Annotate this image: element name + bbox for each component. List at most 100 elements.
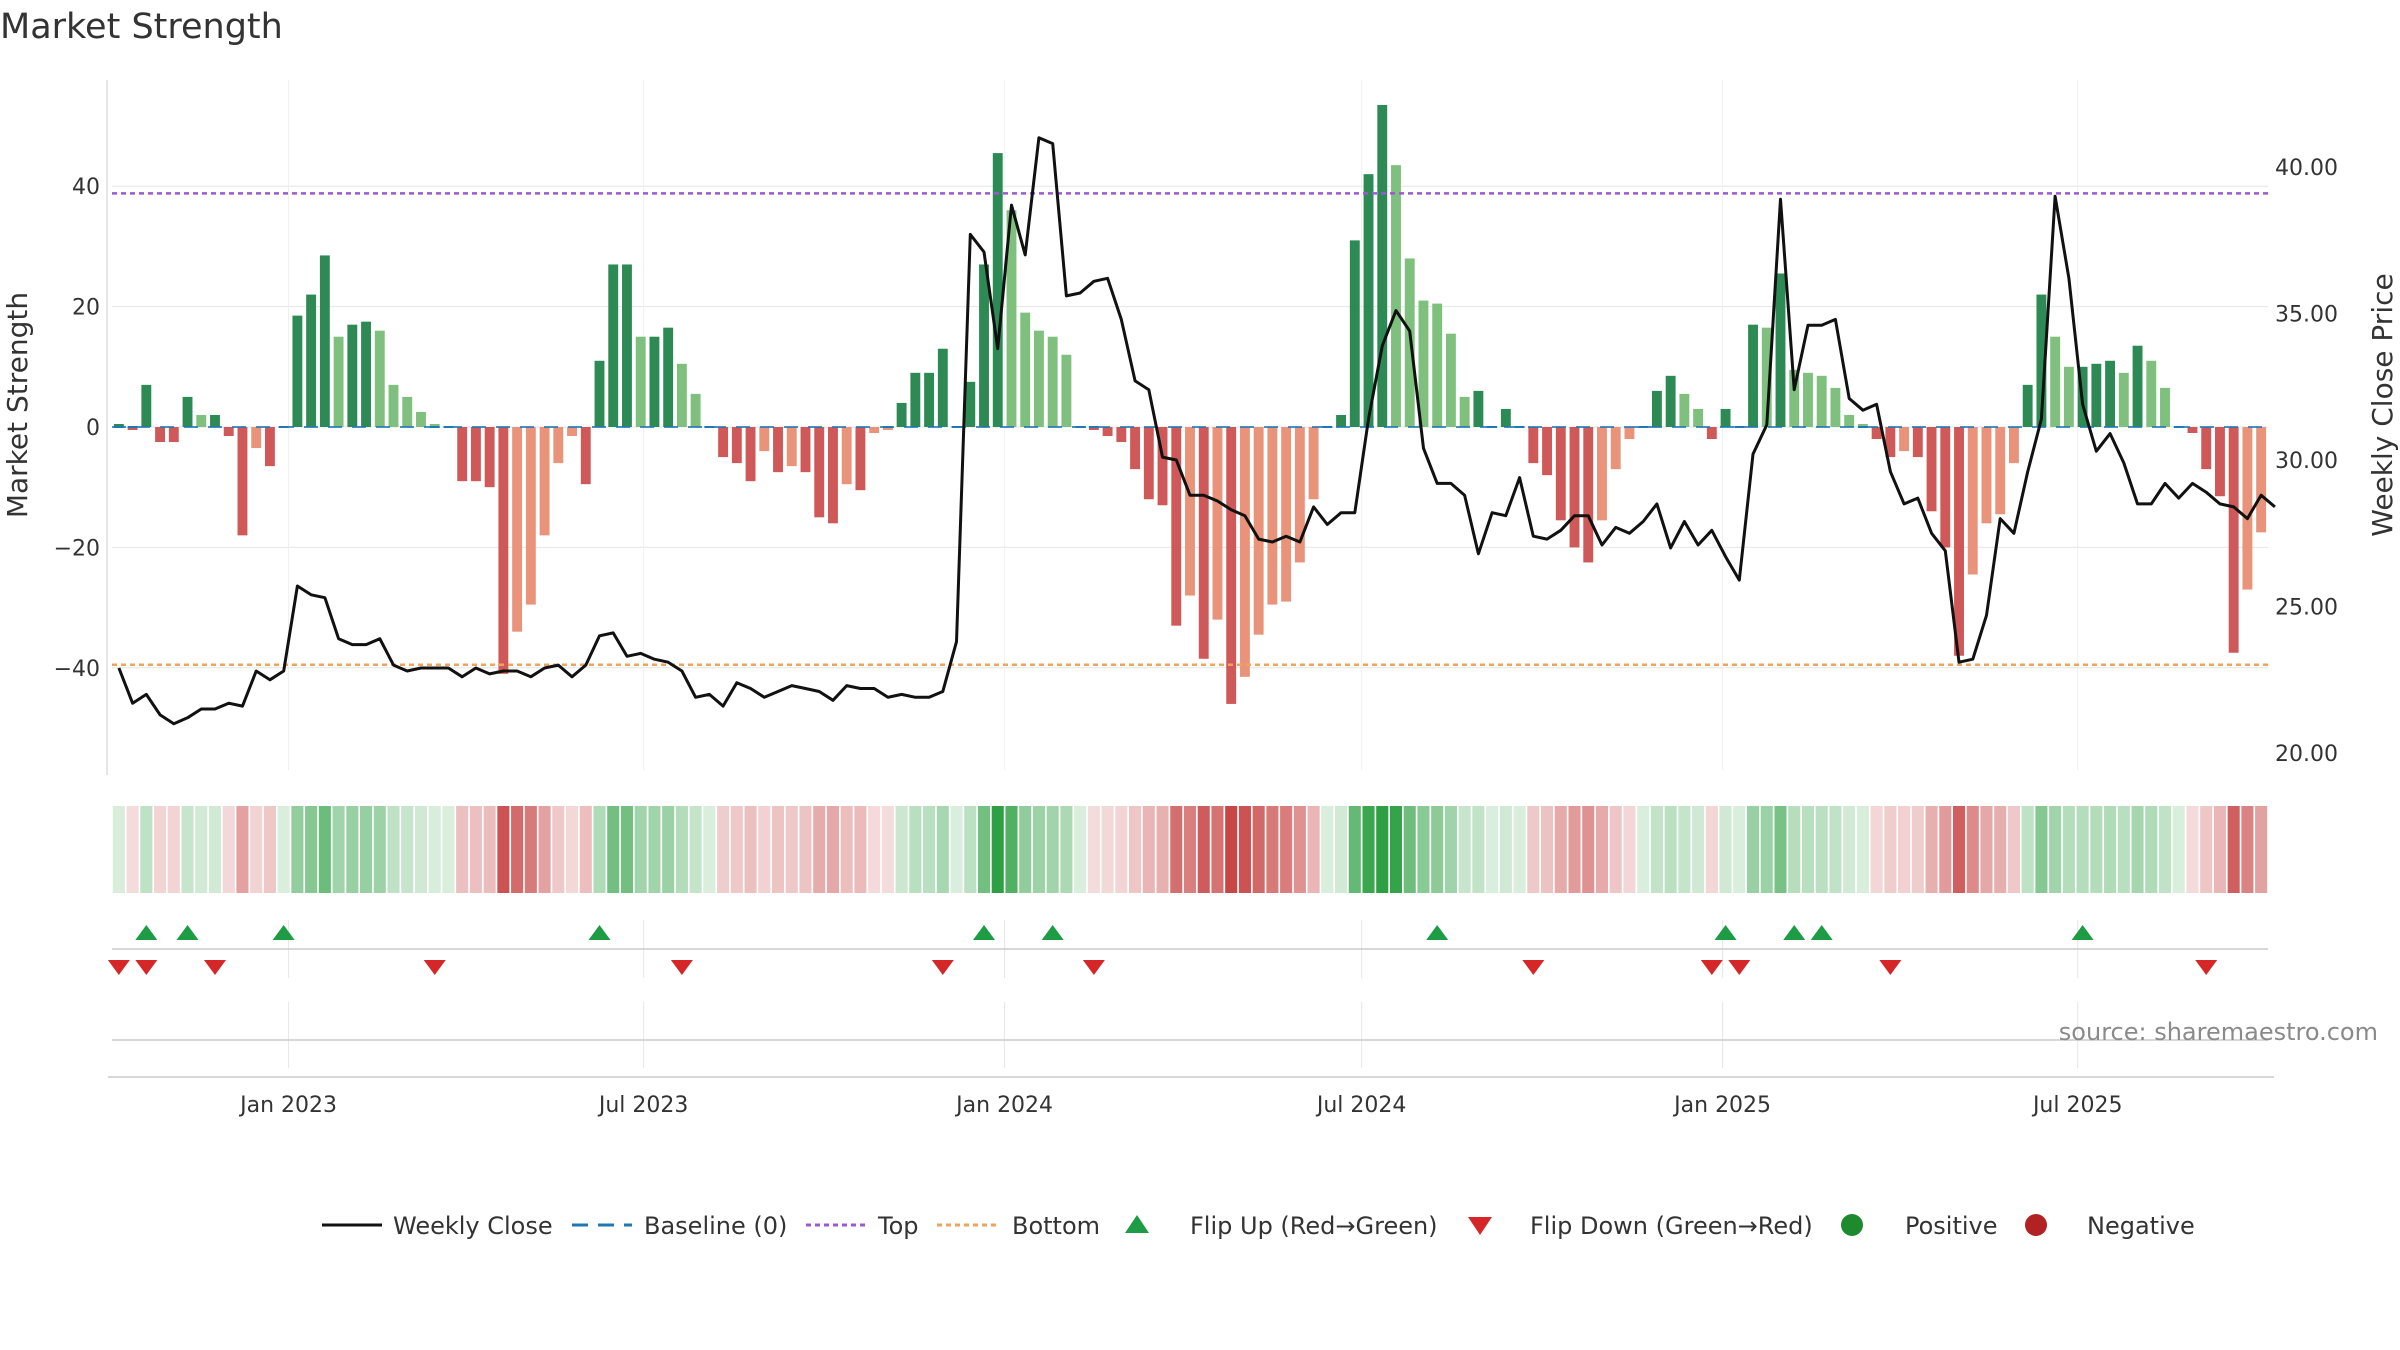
heat-cell: [1376, 806, 1389, 893]
heat-cell: [991, 806, 1004, 893]
strength-bar: [2132, 345, 2143, 427]
heat-cell: [428, 806, 441, 893]
right-tick-label: 40.00: [2275, 156, 2338, 181]
strength-bar: [1720, 408, 1731, 427]
flip-down-marker: [1082, 960, 1105, 975]
strength-bar: [168, 427, 179, 443]
strength-bar: [361, 321, 371, 427]
strength-bar: [1033, 330, 1044, 427]
strength-bar: [690, 393, 701, 427]
heat-cell: [112, 806, 125, 893]
heat-cell: [1554, 806, 1567, 893]
strength-bar: [896, 402, 907, 427]
strength-bar: [113, 423, 124, 427]
strength-bar: [388, 384, 399, 427]
strength-bar: [841, 427, 852, 485]
right-tick-label: 35.00: [2275, 303, 2338, 328]
strength-bar: [731, 427, 742, 464]
legend-swatch-negative: [2025, 1214, 2047, 1236]
heat-cell: [1609, 806, 1622, 893]
legend-label: Weekly Close: [393, 1212, 553, 1240]
heat-cell: [1568, 806, 1581, 893]
strength-bar: [1377, 104, 1388, 428]
strength-bar: [470, 427, 481, 482]
heat-cell: [881, 806, 894, 893]
heat-cell: [1692, 806, 1705, 893]
heat-cell: [2090, 806, 2103, 893]
strength-bar: [1294, 427, 1305, 563]
strength-bar: [1830, 387, 1841, 427]
heat-cell: [1499, 806, 1512, 893]
strength-bar: [2105, 360, 2116, 427]
heat-cell: [1952, 806, 1966, 893]
legend-swatch-flip-up: [1125, 1215, 1149, 1233]
strength-bar: [306, 294, 317, 427]
strength-bar: [2091, 363, 2102, 427]
strength-bar: [2160, 387, 2170, 427]
strength-bar: [1061, 354, 1072, 427]
legend: Weekly Close Baseline (0) Top Bottom Flip Up…: [322, 1212, 2195, 1240]
strength-bar: [292, 315, 303, 427]
heat-cell: [1060, 806, 1073, 893]
heat-cell: [1595, 806, 1609, 893]
strength-bar: [773, 427, 783, 473]
heat-cell: [305, 806, 318, 893]
heat-cell: [1348, 806, 1361, 893]
strength-bar: [1349, 240, 1360, 427]
heat-cell: [977, 806, 991, 893]
strength-bar: [374, 330, 385, 427]
heat-cell: [1541, 806, 1554, 893]
heat-cell: [1238, 806, 1251, 893]
strength-bar: [1844, 414, 1855, 427]
heat-cell: [1280, 806, 1293, 893]
strength-bar: [1693, 408, 1704, 427]
heat-cell: [1266, 806, 1279, 893]
strength-bar: [1954, 427, 1964, 656]
x-tick-label: Jul 2024: [1315, 1093, 1407, 1118]
axes: 40 20 0 −20 −40 20.00 25.00 30.00 35.00 40.00: [54, 80, 2338, 775]
heat-cell: [1829, 806, 1842, 893]
strength-bar: [869, 427, 880, 434]
strength-bar: [1789, 369, 1800, 427]
heat-cell: [1170, 806, 1183, 893]
flip-down-marker: [670, 960, 693, 975]
strength-bar: [855, 427, 866, 491]
flip-up-marker: [135, 925, 158, 940]
heat-cell: [1925, 806, 1938, 893]
flip-down-marker: [1728, 960, 1751, 975]
x-tick-label: Jul 2023: [597, 1093, 689, 1118]
heat-cell: [442, 806, 455, 893]
heat-cell: [1582, 806, 1595, 893]
heat-cell: [373, 806, 386, 893]
heat-cell: [1664, 806, 1677, 893]
heat-cell: [717, 806, 730, 893]
strength-bar: [484, 427, 495, 488]
heat-cell: [250, 806, 263, 893]
strength-bar: [910, 372, 921, 427]
legend-item: Flip Up (Red→Green): [1125, 1212, 1438, 1240]
heat-cell: [1650, 806, 1663, 893]
flip-up-marker: [1810, 925, 1833, 940]
left-tick-label: 40: [72, 175, 100, 200]
heat-cell: [758, 806, 771, 893]
heat-cell: [1966, 806, 1979, 893]
heat-cell: [277, 806, 290, 893]
strength-bar: [333, 336, 344, 427]
heat-cell: [1431, 806, 1444, 893]
strength-bar: [1459, 396, 1470, 427]
heat-cell: [936, 806, 949, 893]
heat-cell: [730, 806, 743, 893]
strength-bar: [1803, 372, 1813, 427]
heat-cell: [868, 806, 881, 893]
heat-cell: [538, 806, 551, 893]
weekly-close-polyline: [117, 136, 2276, 726]
legend-label: Positive: [1905, 1212, 1998, 1240]
x-tick-label: Jan 2024: [954, 1093, 1053, 1118]
legend-label: Bottom: [1012, 1212, 1100, 1240]
strength-bar: [1995, 427, 2006, 515]
heat-cell: [1870, 806, 1883, 893]
heat-cell: [1142, 806, 1155, 893]
strength-bar: [1102, 427, 1113, 437]
heat-cell: [634, 806, 647, 893]
heat-cell: [2200, 806, 2213, 893]
